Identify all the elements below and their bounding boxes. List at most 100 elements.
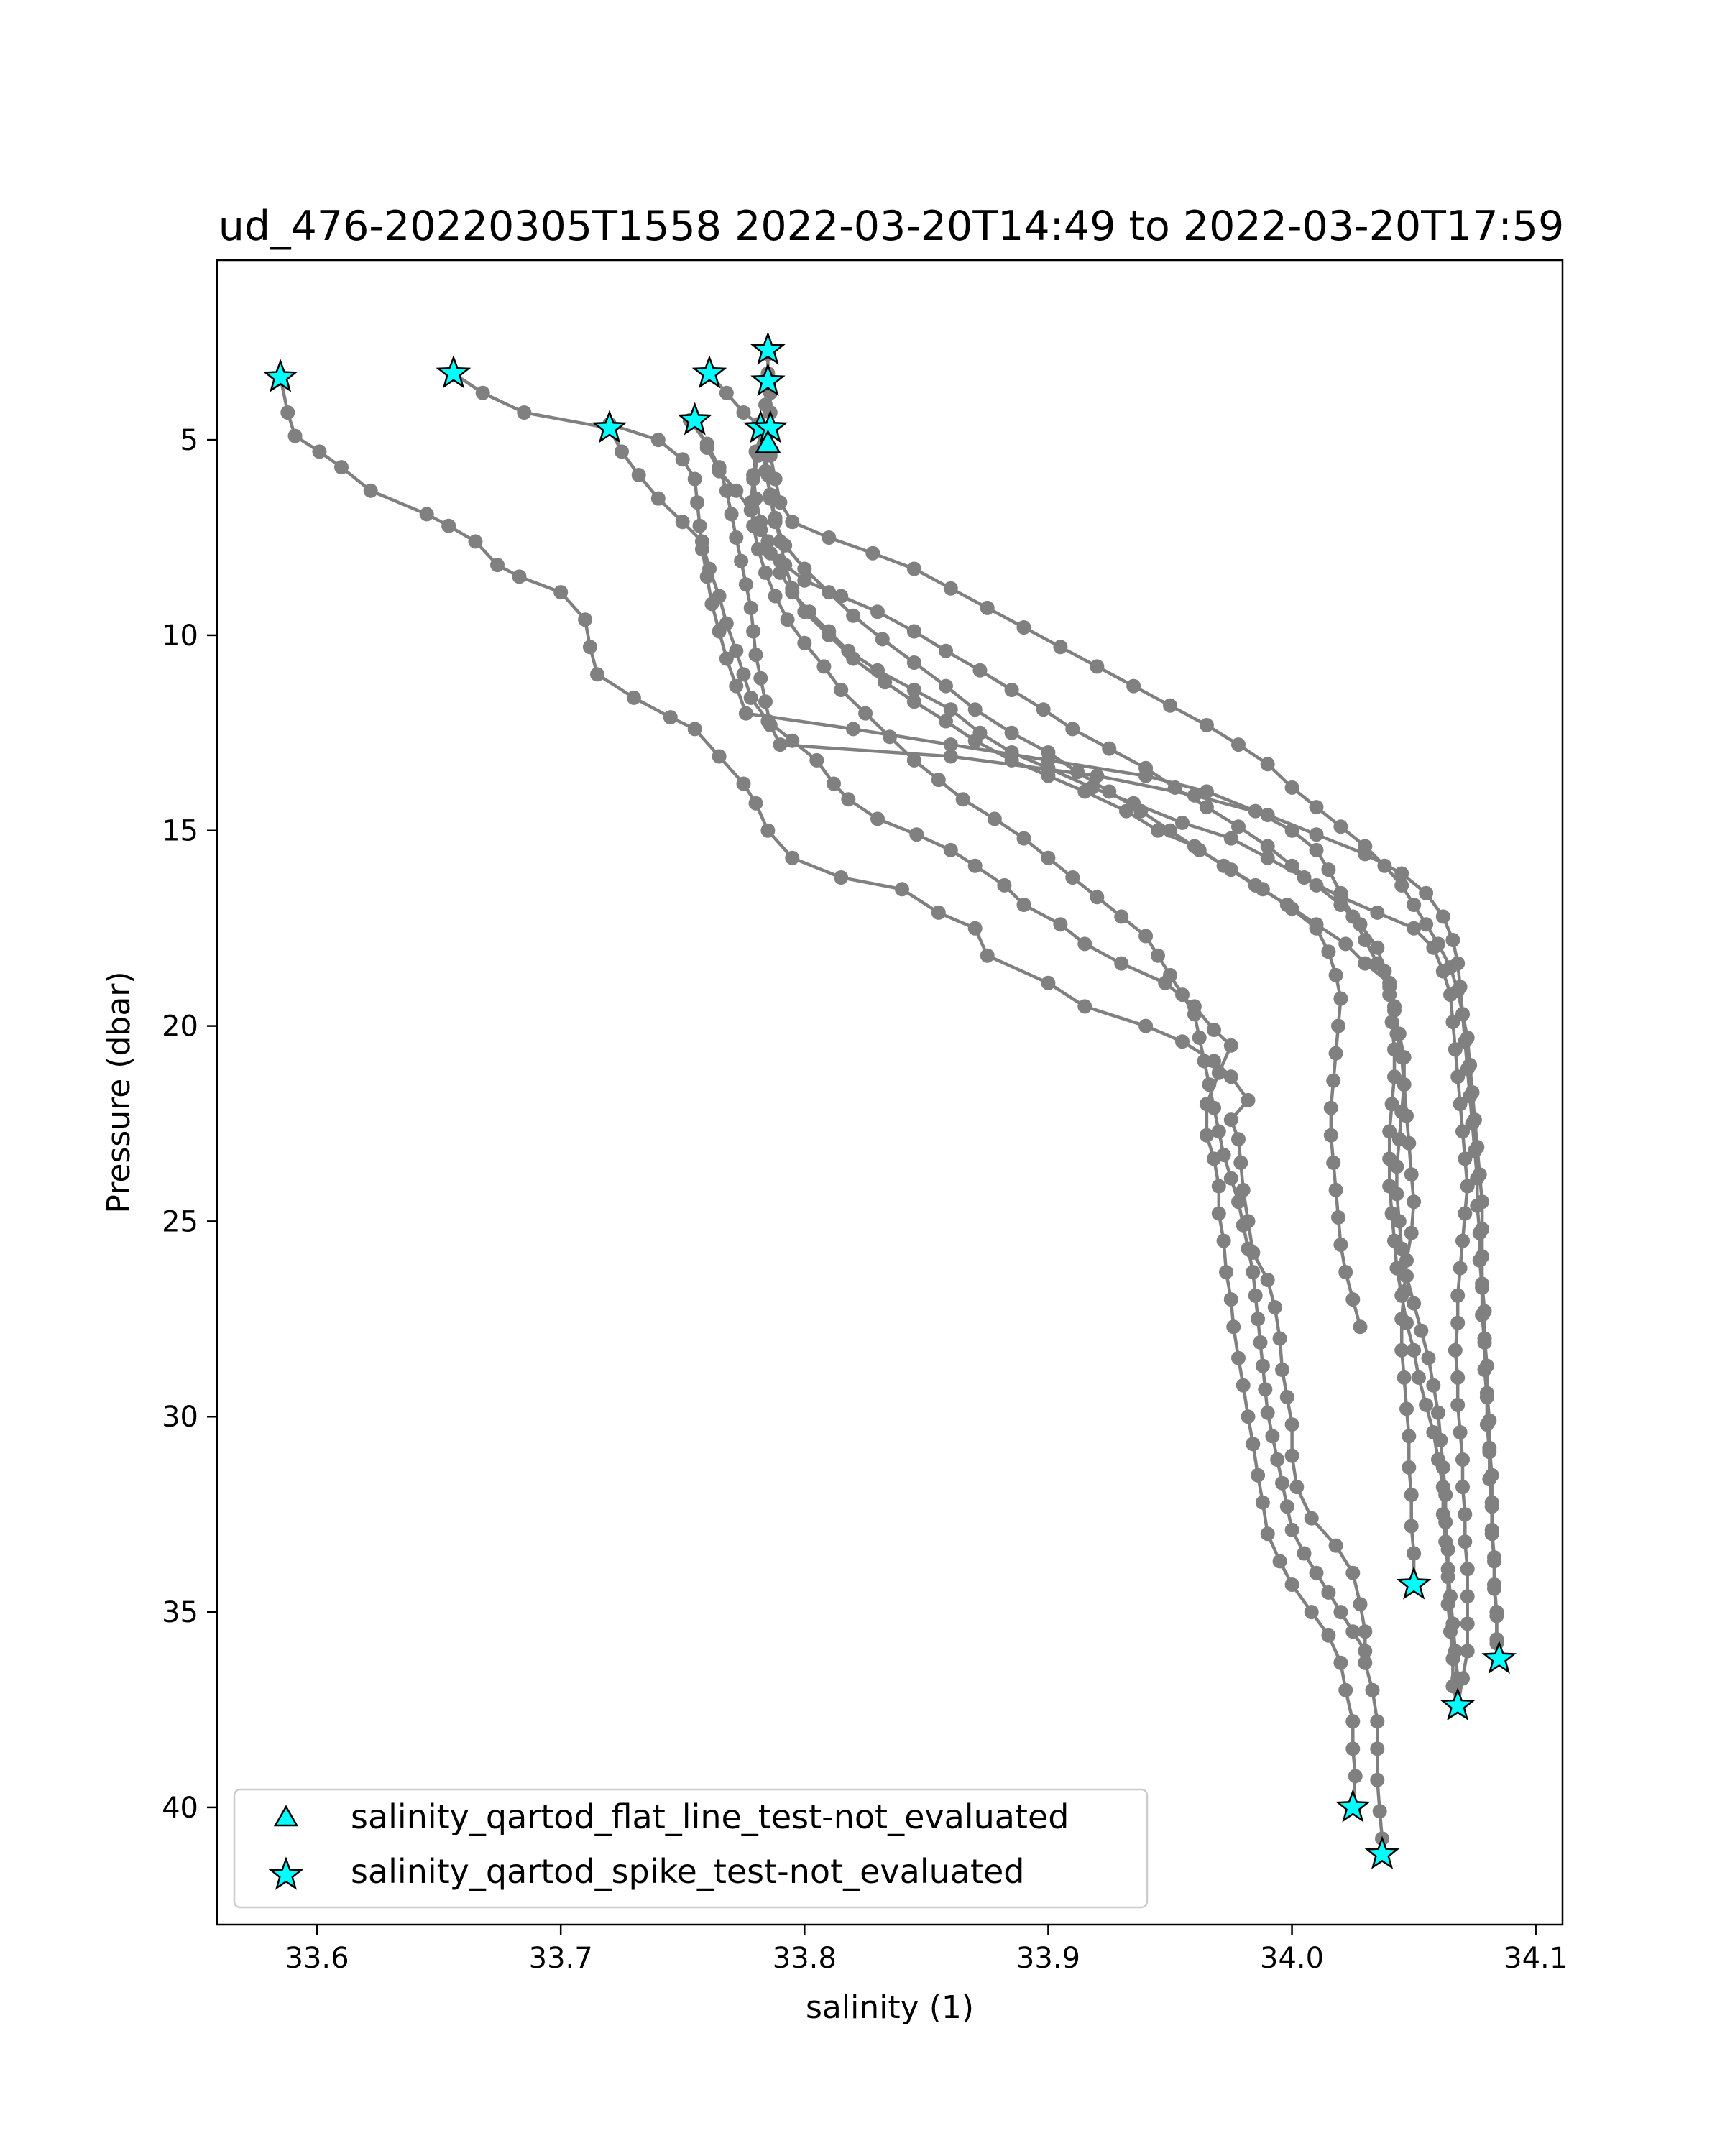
data-point [694, 542, 709, 557]
data-point [1346, 1565, 1361, 1580]
data-point [1389, 1159, 1404, 1174]
data-point [288, 428, 303, 443]
data-point [931, 905, 946, 920]
data-point [1460, 1061, 1475, 1077]
data-point [870, 663, 885, 678]
data-point [1433, 1432, 1448, 1447]
data-point [1138, 768, 1154, 783]
data-point [1453, 1097, 1468, 1112]
x-axis: 33.6 33.7 33.8 33.9 34.0 34.1 [285, 1925, 1568, 1975]
y-tick-label: 30 [162, 1401, 198, 1434]
data-point [1065, 722, 1080, 737]
data-point [1458, 1206, 1473, 1221]
data-point [758, 694, 773, 709]
x-axis-label: salinity (1) [806, 1989, 974, 2026]
data-point [1202, 1077, 1217, 1092]
data-point [841, 643, 856, 658]
data-point [743, 600, 758, 615]
data-point [1435, 909, 1450, 924]
data-point [1445, 933, 1460, 947]
data-point [809, 752, 824, 768]
data-point [1284, 858, 1300, 873]
data-point [841, 792, 856, 807]
data-point [719, 483, 734, 498]
data-point [1431, 936, 1445, 952]
data-point [1450, 1397, 1466, 1412]
data-point [1231, 1132, 1246, 1147]
data-point [878, 675, 893, 690]
data-point [1175, 1034, 1190, 1049]
data-point [1248, 1288, 1263, 1303]
spike-test-flag-star [1481, 1640, 1517, 1674]
data-point [1231, 819, 1246, 834]
data-point [553, 585, 569, 600]
data-point [1090, 768, 1105, 783]
data-point [1426, 1378, 1441, 1393]
legend: salinity_qartod_flat_line_test-not_evalu… [233, 1788, 1149, 1909]
data-point [1272, 1554, 1287, 1569]
data-point [1223, 1112, 1238, 1128]
data-point [699, 436, 714, 451]
data-point [1392, 1214, 1407, 1229]
x-tick-label: 34.1 [1504, 1942, 1568, 1975]
data-point [797, 561, 812, 576]
data-point [1260, 839, 1275, 854]
spike-test-flag-star [691, 355, 727, 389]
data-point [1460, 1562, 1475, 1577]
data-point [1284, 1417, 1300, 1432]
data-point [743, 690, 758, 705]
data-point [1333, 1238, 1348, 1252]
data-point [1387, 1069, 1402, 1084]
data-point [1270, 1452, 1285, 1467]
data-point [939, 714, 953, 729]
data-point [768, 515, 783, 530]
data-point [743, 495, 758, 510]
data-point [675, 515, 690, 530]
data-point [1465, 1116, 1480, 1131]
legend-label-spike-test: salinity_qartod_spike_test-not_evaluated [351, 1852, 1024, 1891]
y-axis-label: Pressure (dbar) [101, 971, 137, 1213]
data-point [1443, 1624, 1458, 1639]
data-point [773, 553, 788, 568]
data-point [1358, 1644, 1373, 1659]
flat-line-test-flag-triangle [755, 429, 781, 453]
data-point [972, 725, 988, 740]
data-point [1445, 1651, 1460, 1667]
data-point [1279, 1499, 1294, 1514]
data-point [1484, 1526, 1499, 1542]
data-point [1404, 1225, 1419, 1240]
data-point [1387, 1042, 1402, 1057]
data-point [1431, 1405, 1445, 1420]
profile-series-1 [273, 370, 1389, 1862]
data-point [906, 683, 921, 697]
data-point [1246, 1265, 1261, 1280]
data-point [822, 585, 837, 600]
data-point [1326, 1155, 1341, 1170]
data-point [1251, 1312, 1266, 1327]
data-point [1077, 999, 1092, 1014]
data-point [1267, 1300, 1282, 1314]
data-point [1114, 956, 1129, 971]
data-point [712, 460, 727, 475]
data-point [1470, 1198, 1485, 1213]
data-point [1223, 1038, 1238, 1053]
data-point [1309, 921, 1324, 936]
data-point [1450, 1069, 1466, 1084]
data-point [1411, 1370, 1426, 1385]
data-point [1346, 909, 1361, 924]
data-point [1370, 905, 1385, 920]
data-point [1309, 842, 1324, 857]
data-point [1053, 640, 1068, 655]
data-point [1460, 1616, 1475, 1631]
data-point [1404, 1488, 1419, 1502]
data-point [1231, 1350, 1246, 1365]
data-point [1216, 1148, 1231, 1162]
data-point [1472, 1225, 1487, 1240]
y-tick-label: 40 [162, 1792, 198, 1825]
data-point [1477, 1363, 1492, 1377]
data-point [626, 690, 641, 705]
data-point [1090, 659, 1105, 674]
data-point [1231, 1194, 1246, 1210]
data-point [1199, 1128, 1214, 1143]
plot-frame [216, 259, 1564, 1926]
